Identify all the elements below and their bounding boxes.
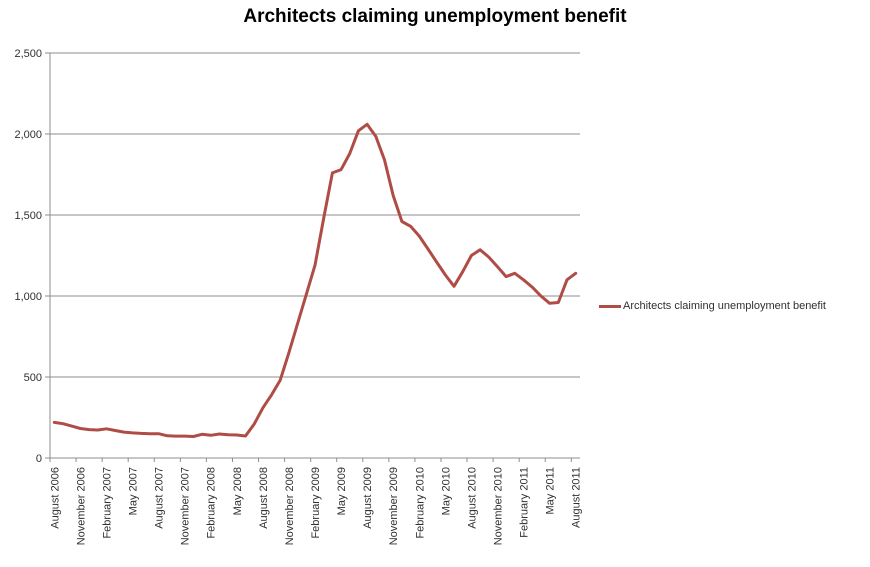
x-axis-label: May 2010 (440, 467, 452, 515)
x-axis-label: February 2009 (310, 467, 322, 539)
y-axis-label: 1,500 (14, 210, 42, 222)
chart-title: Architects claiming unemployment benefit (243, 6, 627, 27)
series-line (52, 122, 578, 438)
x-axis-label: August 2010 (466, 467, 478, 529)
legend-line-swatch (599, 304, 621, 308)
x-axis-label: February 2010 (414, 467, 426, 539)
y-axis-label: 500 (24, 372, 42, 384)
x-axis-label: November 2006 (75, 467, 87, 545)
x-axis-label: August 2007 (154, 467, 166, 529)
legend: Architects claiming unemployment benefit (599, 299, 826, 313)
x-axis-label: August 2011 (571, 467, 583, 528)
x-axis-label: February 2008 (206, 467, 218, 539)
x-axis-label: February 2011 (519, 467, 531, 538)
x-axis-label: August 2006 (49, 467, 61, 529)
x-axis-label: May 2008 (232, 467, 244, 515)
x-axis-label: November 2009 (388, 467, 400, 545)
x-axis-label: November 2010 (492, 467, 504, 545)
y-axis-label: 2,000 (14, 129, 42, 141)
x-axis-label: August 2008 (258, 467, 270, 529)
x-axis-label: November 2007 (180, 467, 192, 545)
y-axis-label: 0 (36, 453, 42, 465)
x-axis-label: May 2009 (336, 467, 348, 515)
legend-label: Architects claiming unemployment benefit (623, 300, 826, 312)
y-axis-label: 2,500 (14, 48, 42, 60)
y-axis-label: 1,000 (14, 291, 42, 303)
x-axis-label: February 2007 (101, 467, 113, 539)
x-axis-label: May 2007 (128, 467, 140, 515)
x-axis-label: August 2009 (362, 467, 374, 529)
x-axis-label: May 2011 (545, 467, 557, 515)
x-axis-label: November 2008 (284, 467, 296, 545)
